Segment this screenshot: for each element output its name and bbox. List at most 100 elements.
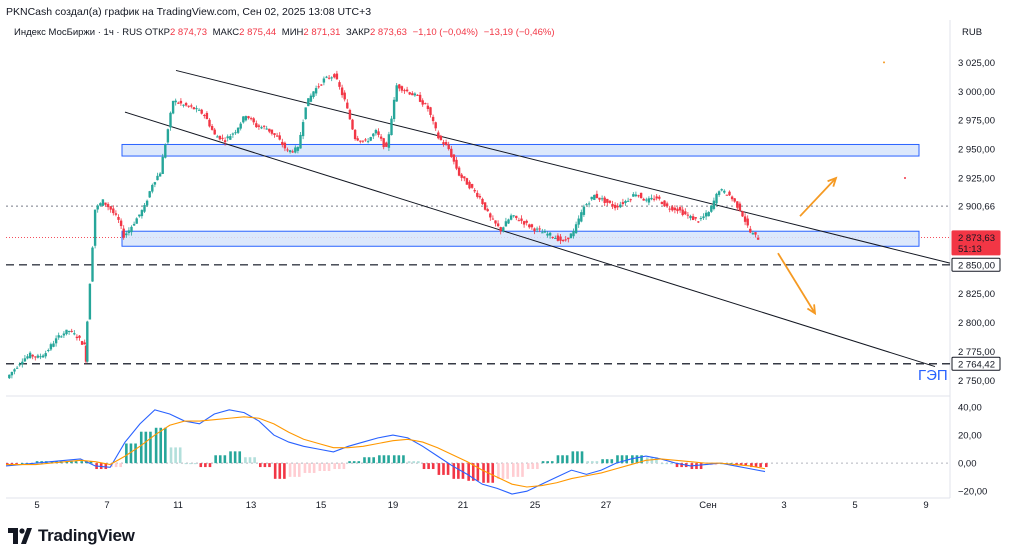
candle-body	[437, 132, 440, 139]
candle-body	[520, 218, 523, 221]
candle-body	[546, 233, 549, 236]
candle-body	[135, 218, 138, 224]
candle-body	[273, 133, 276, 135]
macd-histogram-bar	[392, 455, 396, 464]
candle-body	[543, 231, 547, 233]
candle-body	[460, 174, 463, 178]
candle-body	[200, 109, 203, 114]
candle-body	[689, 215, 692, 219]
macd-histogram-bar	[35, 461, 39, 464]
candle-body	[580, 212, 583, 222]
candle-body	[541, 232, 544, 234]
candle-body	[491, 218, 495, 220]
macd-histogram-bar	[516, 463, 520, 477]
macd-histogram-bar	[342, 463, 346, 470]
candle-body	[104, 202, 107, 205]
candle-body	[533, 228, 536, 232]
candle-body	[694, 217, 697, 219]
candle-body	[197, 109, 201, 111]
macd-histogram-bar	[149, 431, 152, 464]
macd-histogram-bar	[288, 463, 292, 477]
candle-body	[140, 210, 144, 217]
candle-body	[242, 116, 245, 123]
candle-body	[281, 141, 284, 145]
candle-body	[257, 125, 261, 127]
price-tick-label: 2 750,00	[958, 376, 995, 387]
macd-histogram-bar	[497, 463, 500, 479]
candle-body	[54, 338, 58, 344]
price-chart[interactable]: 3 025,00 3 000,00 2 975,00 2 950,00 2 925,00…	[0, 0, 1024, 520]
candle-body	[31, 354, 34, 357]
candle-body	[572, 231, 575, 237]
candle-body	[442, 142, 445, 145]
macd-histogram-bar	[208, 463, 212, 468]
zone-rect	[121, 143, 920, 157]
candle-body	[751, 233, 755, 235]
candle-body	[88, 283, 92, 320]
candle-body	[717, 191, 721, 195]
macd-histogram-bar	[571, 451, 575, 464]
price-tick-label: 3 000,00	[958, 87, 995, 98]
macd-histogram-bar	[144, 431, 148, 464]
candle-body	[502, 227, 505, 232]
candle-body	[691, 216, 695, 221]
candle-body	[301, 122, 305, 137]
macd-histogram-bar	[550, 461, 554, 464]
candle-body	[509, 215, 513, 220]
price-tick-label: 2 825,00	[958, 289, 995, 300]
macd-histogram-bar	[482, 463, 485, 483]
dot-marker	[883, 61, 885, 64]
candle-body	[359, 140, 362, 142]
macd-histogram-bar	[104, 463, 108, 470]
candle-body	[351, 119, 354, 130]
macd-histogram-bar	[129, 443, 133, 464]
candle-body	[478, 195, 482, 198]
macd-histogram-bar	[80, 461, 84, 464]
macd-histogram-bar	[521, 463, 524, 477]
macd-histogram-bar	[680, 463, 683, 468]
tradingview-logo[interactable]: TradingView	[8, 526, 135, 546]
candle-body	[730, 196, 734, 200]
candle-body	[304, 107, 307, 120]
macd-histogram-bar	[387, 455, 390, 464]
macd-histogram-bar	[412, 461, 416, 464]
candle-body	[338, 82, 341, 87]
macd-histogram-bar	[139, 431, 143, 464]
candle-body	[481, 198, 484, 205]
macd-histogram-bar	[601, 459, 604, 464]
candle-body	[356, 138, 359, 141]
macd-histogram-bar	[616, 455, 619, 464]
candle-body	[322, 78, 326, 83]
macd-histogram-bar	[580, 451, 584, 464]
macd-histogram-bar	[357, 461, 361, 464]
candle-body	[47, 350, 50, 352]
candle-body	[637, 195, 640, 197]
close-label: ЗАКР	[346, 27, 370, 38]
candle-body	[434, 122, 437, 129]
candle-body	[426, 105, 430, 110]
candle-body	[392, 99, 396, 120]
macd-histogram-bar	[536, 463, 539, 470]
candle-body	[379, 136, 383, 139]
candle-body	[114, 213, 118, 215]
macd-tick-label: 20,00	[958, 431, 982, 442]
candle-body	[86, 321, 89, 362]
candle-body	[463, 176, 466, 179]
candle-body	[668, 208, 671, 210]
candle-body	[327, 77, 331, 79]
candle-body	[374, 130, 378, 134]
candle-body	[296, 147, 300, 151]
candle-body	[728, 191, 731, 196]
macd-histogram-bar	[333, 463, 337, 470]
candle-body	[320, 84, 323, 86]
candle-body	[754, 232, 757, 235]
candle-body	[548, 232, 552, 236]
macd-histogram-bar	[397, 455, 401, 464]
candle-body	[673, 207, 677, 211]
candle-body	[421, 100, 424, 105]
candle-body	[395, 85, 398, 102]
candle-body	[216, 136, 219, 138]
macd-histogram-bar	[402, 455, 405, 464]
currency-label[interactable]: RUB	[962, 27, 983, 38]
candle-body	[132, 223, 136, 226]
